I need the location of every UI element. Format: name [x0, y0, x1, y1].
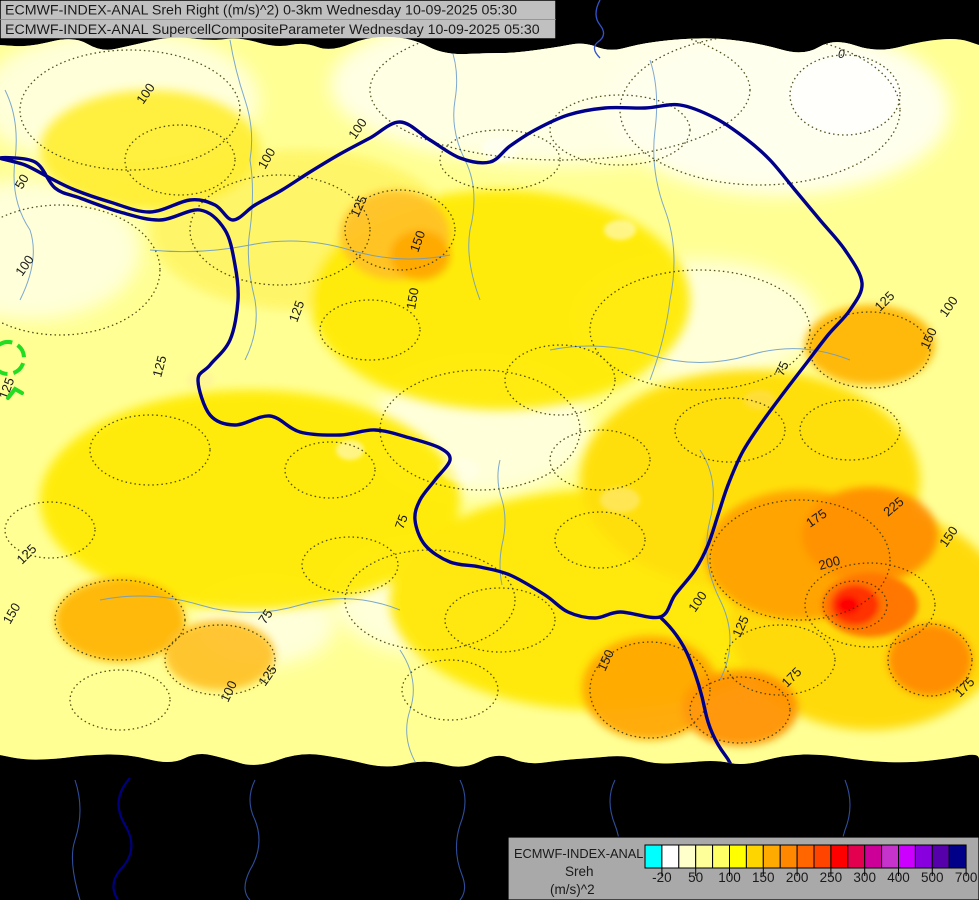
svg-text:(m/s)^2: (m/s)^2 [550, 882, 595, 897]
svg-text:ECMWF-INDEX-ANAL Sreh Right ((: ECMWF-INDEX-ANAL Sreh Right ((m/s)^2) 0-… [5, 3, 517, 19]
svg-text:0: 0 [838, 47, 845, 61]
svg-text:ECMWF-INDEX-ANAL SupercellComp: ECMWF-INDEX-ANAL SupercellCompositeParam… [5, 22, 540, 38]
svg-text:Sreh: Sreh [565, 864, 594, 879]
svg-text:ECMWF-INDEX-ANAL: ECMWF-INDEX-ANAL [514, 846, 643, 861]
